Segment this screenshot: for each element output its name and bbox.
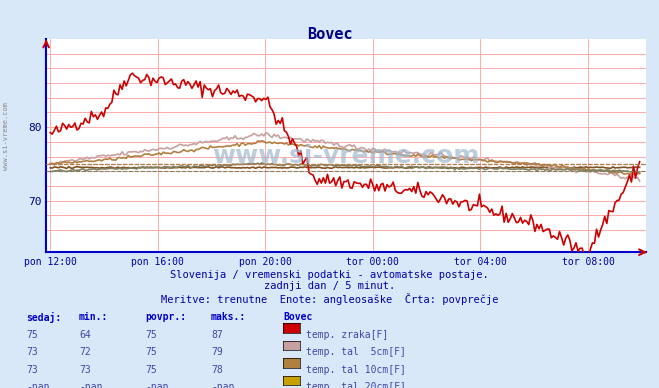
Text: Bovec: Bovec (306, 27, 353, 42)
Text: 73: 73 (26, 365, 38, 375)
Text: 73: 73 (26, 347, 38, 357)
Text: -nan: -nan (26, 382, 50, 388)
Text: www.si-vreme.com: www.si-vreme.com (212, 144, 480, 168)
Text: temp. tal 20cm[F]: temp. tal 20cm[F] (306, 382, 407, 388)
Text: 75: 75 (26, 330, 38, 340)
Text: Slovenija / vremenski podatki - avtomatske postaje.: Slovenija / vremenski podatki - avtomats… (170, 270, 489, 280)
Text: 73: 73 (79, 365, 91, 375)
Text: 72: 72 (79, 347, 91, 357)
Text: zadnji dan / 5 minut.: zadnji dan / 5 minut. (264, 281, 395, 291)
Text: 79: 79 (211, 347, 223, 357)
Text: -nan: -nan (145, 382, 169, 388)
Text: 78: 78 (211, 365, 223, 375)
Text: 75: 75 (145, 330, 157, 340)
Text: 75: 75 (145, 347, 157, 357)
Text: www.si-vreme.com: www.si-vreme.com (3, 102, 9, 170)
Text: Bovec: Bovec (283, 312, 313, 322)
Text: povpr.:: povpr.: (145, 312, 186, 322)
Text: sedaj:: sedaj: (26, 312, 61, 323)
Text: maks.:: maks.: (211, 312, 246, 322)
Text: -nan: -nan (79, 382, 103, 388)
Text: min.:: min.: (79, 312, 109, 322)
Text: 75: 75 (145, 365, 157, 375)
Text: 64: 64 (79, 330, 91, 340)
Text: Meritve: trenutne  Enote: angleosaške  Črta: povprečje: Meritve: trenutne Enote: angleosaške Črt… (161, 293, 498, 305)
Text: temp. zraka[F]: temp. zraka[F] (306, 330, 389, 340)
Text: temp. tal 10cm[F]: temp. tal 10cm[F] (306, 365, 407, 375)
Text: 87: 87 (211, 330, 223, 340)
Text: temp. tal  5cm[F]: temp. tal 5cm[F] (306, 347, 407, 357)
Text: -nan: -nan (211, 382, 235, 388)
